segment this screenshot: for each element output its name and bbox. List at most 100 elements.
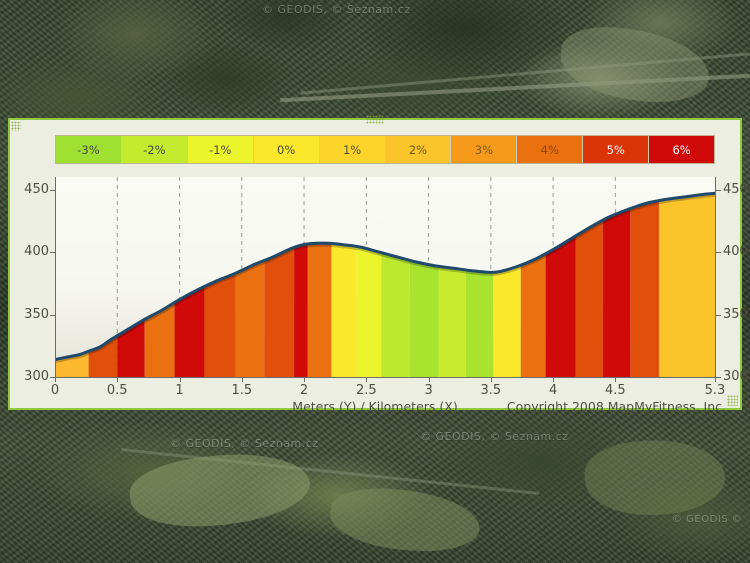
legend-swatch-4pct: 4% bbox=[517, 136, 584, 163]
y-axis-tick bbox=[716, 314, 721, 316]
map-watermark: © GEODIS © bbox=[672, 514, 743, 525]
x-axis-tick bbox=[117, 377, 119, 382]
map-watermark: © GEODIS, © Seznam.cz bbox=[170, 437, 319, 450]
grade-segment bbox=[331, 193, 357, 377]
grade-segment bbox=[294, 193, 308, 377]
grade-segment bbox=[438, 193, 466, 377]
elevation-plot-area[interactable] bbox=[55, 177, 715, 377]
map-field bbox=[556, 21, 714, 109]
legend-swatch-label: -1% bbox=[209, 142, 232, 157]
grade-segment bbox=[409, 193, 439, 377]
x-axis-tick bbox=[428, 377, 430, 382]
legend-swatch-minus2pct: -2% bbox=[121, 136, 188, 163]
panel-resize-grip-bottom-right-icon[interactable] bbox=[727, 395, 738, 406]
legend-swatch-label: 1% bbox=[342, 142, 362, 157]
legend-swatch-label: 2% bbox=[408, 142, 428, 157]
legend-swatch-label: 5% bbox=[606, 142, 625, 157]
map-field bbox=[126, 442, 314, 538]
x-axis-tick bbox=[241, 377, 243, 382]
elevation-line bbox=[55, 191, 715, 361]
grade-segment bbox=[264, 193, 295, 377]
legend-swatch-label: 3% bbox=[474, 142, 494, 157]
x-axis-tick bbox=[553, 377, 555, 382]
y-axis-tick-label: 300 bbox=[24, 369, 49, 384]
legend-swatch-label: 4% bbox=[540, 142, 559, 157]
legend-swatch-3pct: 3% bbox=[451, 136, 518, 163]
map-field bbox=[581, 434, 729, 521]
legend-swatch-minus1pct: -1% bbox=[187, 136, 254, 163]
grade-segment bbox=[144, 193, 175, 377]
map-watermark: © GEODIS, © Seznam.cz bbox=[420, 430, 569, 443]
x-axis-tick-label: 0 bbox=[50, 383, 60, 398]
legend-swatch-label: -2% bbox=[143, 142, 166, 157]
y-axis-tick bbox=[50, 377, 55, 378]
grade-legend: -3% -2% -1% 0% 1% 2% 3% 4% 5% 6% bbox=[55, 135, 715, 164]
x-axis-label: Meters (Y) / Kilometers (X) bbox=[292, 399, 458, 414]
legend-swatch-5pct: 5% bbox=[583, 136, 650, 163]
x-axis-tick bbox=[490, 377, 492, 382]
panel-resize-grip-top-left-icon[interactable] bbox=[11, 121, 21, 131]
grade-segment bbox=[117, 193, 145, 377]
grade-segment bbox=[465, 193, 494, 377]
grade-segment bbox=[520, 193, 546, 377]
grade-segment bbox=[381, 193, 410, 377]
y-axis-tick bbox=[716, 189, 721, 191]
grade-segment bbox=[307, 193, 332, 377]
grade-segment bbox=[55, 193, 89, 377]
y-axis-tick-label: 450 bbox=[723, 181, 748, 197]
y-axis-tick-label: 350 bbox=[723, 306, 748, 322]
x-axis-tick-label: 2.5 bbox=[355, 383, 377, 398]
y-axis-left bbox=[55, 177, 56, 377]
x-axis-tick bbox=[304, 377, 306, 382]
y-axis-tick bbox=[50, 189, 55, 191]
x-axis-tick-label: 5.3 bbox=[704, 383, 726, 398]
x-axis-tick-label: 4 bbox=[548, 383, 558, 398]
grade-segments bbox=[55, 193, 715, 377]
x-axis-tick bbox=[366, 377, 368, 382]
panel-move-grip-icon[interactable] bbox=[366, 115, 384, 124]
x-axis-tick-label: 2 bbox=[299, 383, 309, 398]
x-axis-tick bbox=[715, 377, 716, 382]
grade-segment bbox=[356, 193, 382, 377]
y-axis-tick-label: 400 bbox=[723, 244, 748, 259]
x-axis-tick bbox=[55, 377, 56, 382]
grade-segment bbox=[235, 193, 265, 377]
grade-segment bbox=[545, 193, 576, 377]
x-axis-tick-label: 4.5 bbox=[605, 383, 626, 398]
legend-swatch-label: 6% bbox=[672, 142, 691, 157]
x-axis-tick-label: 1 bbox=[175, 383, 184, 398]
legend-swatch-6pct: 6% bbox=[649, 136, 715, 163]
y-axis-tick-label: 350 bbox=[24, 306, 49, 322]
map-field bbox=[328, 484, 482, 556]
grade-segment bbox=[575, 193, 603, 377]
legend-swatch-label: -3% bbox=[77, 142, 100, 157]
legend-swatch-minus3pct: -3% bbox=[56, 136, 122, 163]
y-axis-tick bbox=[50, 252, 55, 253]
y-axis-tick bbox=[50, 314, 55, 316]
x-axis-tick-label: 1.5 bbox=[231, 383, 253, 398]
x-axis-tick bbox=[615, 377, 617, 382]
x-axis-tick-label: 0.5 bbox=[106, 383, 128, 398]
legend-swatch-label: 0% bbox=[277, 142, 296, 157]
x-axis-tick-label: 3.5 bbox=[480, 383, 502, 398]
legend-swatch-1pct: 1% bbox=[319, 136, 386, 163]
map-watermark: © GEODIS, © Seznam.cz bbox=[262, 3, 411, 16]
x-axis-tick bbox=[179, 377, 181, 382]
x-axis bbox=[55, 377, 716, 378]
y-axis-tick-label: 300 bbox=[723, 369, 748, 384]
elevation-profile-svg bbox=[55, 177, 715, 377]
y-axis-tick-label: 400 bbox=[24, 244, 49, 259]
y-axis-tick bbox=[716, 252, 721, 253]
y-axis-right bbox=[715, 177, 716, 377]
legend-swatch-0pct: 0% bbox=[253, 136, 320, 163]
grade-segment bbox=[493, 193, 521, 377]
copyright-label: Copyright 2008 MapMyFitness, Inc. bbox=[506, 399, 726, 414]
y-axis-tick-label: 450 bbox=[24, 181, 49, 197]
grade-segment bbox=[658, 193, 715, 377]
x-axis-tick-label: 3 bbox=[424, 383, 433, 398]
grade-segment bbox=[630, 193, 659, 377]
y-axis-tick bbox=[716, 377, 721, 378]
legend-swatch-2pct: 2% bbox=[385, 136, 452, 163]
elevation-profile-panel[interactable]: -3% -2% -1% 0% 1% 2% 3% 4% 5% 6% 300 300 350 350 400 4… bbox=[8, 115, 748, 414]
